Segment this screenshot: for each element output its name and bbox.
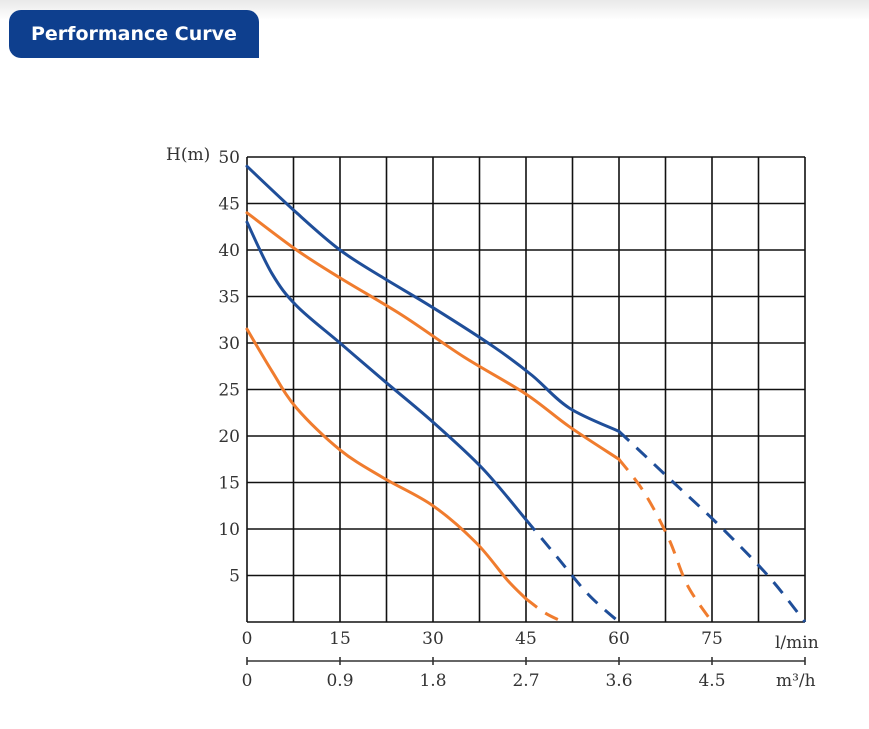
x-tick-label: 15 [329, 629, 351, 649]
curve-dashed [617, 430, 807, 623]
x-tick-label: 30 [422, 629, 444, 649]
section-title-tab: Performance Curve [9, 10, 259, 58]
curve-solid [245, 164, 621, 433]
y-tick-label: 50 [218, 148, 240, 168]
x-tick-label: 45 [515, 629, 537, 649]
curves [245, 164, 807, 624]
y-tick-label: 35 [218, 288, 240, 308]
curve-dashed [617, 458, 714, 623]
y-axis-label: H(m) [166, 145, 210, 165]
y-tick-label: 25 [218, 381, 240, 401]
x2-tick-label: 4.5 [698, 671, 725, 691]
x-tick-label: 0 [242, 629, 253, 649]
y-tick-label: 10 [218, 520, 240, 540]
curve-solid [245, 211, 621, 461]
grid [246, 156, 806, 623]
y-tick-label: 20 [218, 427, 240, 447]
y-tick-label: 5 [229, 567, 240, 587]
x2-tick-label: 0.9 [326, 671, 353, 691]
x2-tick-label: 2.7 [512, 671, 539, 691]
x2-tick-label: 1.8 [419, 671, 446, 691]
curve-solid [245, 327, 528, 601]
x-axis-unit-secondary: m³/h [776, 671, 816, 691]
curve-solid [245, 220, 528, 522]
x-tick-label: 60 [608, 629, 630, 649]
y-tick-label: 40 [218, 241, 240, 261]
y-tick-label: 45 [218, 195, 240, 215]
y-tick-label: 15 [218, 474, 240, 494]
section-title: Performance Curve [31, 23, 237, 45]
x-tick-label: 75 [701, 629, 723, 649]
y-tick-label: 30 [218, 334, 240, 354]
axis-labels: H(m) l/min m³/h 5 10 15 20 25 30 35 40 45 50 0 15 30… [166, 145, 819, 691]
x2-tick-label: 3.6 [605, 671, 632, 691]
x2-tick-label: 0 [242, 671, 253, 691]
curve-dashed [524, 518, 620, 624]
x-axis-unit-primary: l/min [775, 633, 819, 653]
curve-dashed [525, 597, 564, 624]
